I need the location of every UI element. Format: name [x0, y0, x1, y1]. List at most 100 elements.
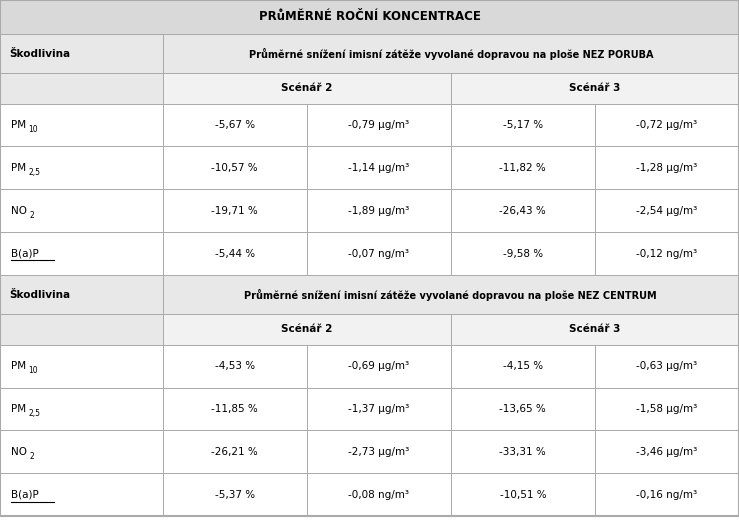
Text: NO: NO — [11, 206, 27, 216]
Bar — [163, 275, 739, 314]
Bar — [163, 189, 307, 232]
Bar — [451, 146, 595, 189]
Bar — [451, 345, 595, 388]
Text: -1,37 μg/m³: -1,37 μg/m³ — [348, 404, 409, 414]
Bar — [0, 146, 163, 189]
Text: -11,85 %: -11,85 % — [211, 404, 258, 414]
Bar — [595, 473, 739, 516]
Text: 2,5: 2,5 — [28, 168, 40, 177]
Text: -1,89 μg/m³: -1,89 μg/m³ — [348, 206, 409, 216]
Bar — [0, 345, 163, 388]
Bar — [0, 34, 163, 73]
Text: 10: 10 — [28, 366, 38, 376]
Bar — [595, 430, 739, 473]
Bar — [0, 473, 163, 516]
Text: -1,28 μg/m³: -1,28 μg/m³ — [636, 163, 698, 173]
Text: NO: NO — [11, 447, 27, 457]
Bar — [451, 73, 739, 104]
Text: -2,54 μg/m³: -2,54 μg/m³ — [636, 206, 698, 216]
Bar — [0, 388, 163, 430]
Bar — [163, 73, 451, 104]
Text: -10,57 %: -10,57 % — [211, 163, 258, 173]
Bar — [451, 104, 595, 146]
Bar — [307, 104, 451, 146]
Bar — [0, 189, 163, 232]
Text: 2: 2 — [30, 211, 34, 220]
Bar — [0, 232, 163, 275]
Bar — [451, 430, 595, 473]
Text: Scénář 3: Scénář 3 — [569, 324, 621, 335]
Bar — [163, 345, 307, 388]
Bar — [163, 314, 451, 345]
Text: PM: PM — [11, 361, 26, 371]
Text: 2,5: 2,5 — [28, 409, 40, 418]
Text: -11,82 %: -11,82 % — [500, 163, 546, 173]
Bar — [0, 275, 163, 314]
Text: -0,79 μg/m³: -0,79 μg/m³ — [348, 120, 409, 130]
Text: -0,12 ng/m³: -0,12 ng/m³ — [636, 248, 698, 259]
Text: -0,63 μg/m³: -0,63 μg/m³ — [636, 361, 698, 371]
Bar — [307, 232, 451, 275]
Bar — [307, 388, 451, 430]
Bar — [163, 232, 307, 275]
Text: -26,21 %: -26,21 % — [211, 447, 258, 457]
Text: -0,07 ng/m³: -0,07 ng/m³ — [348, 248, 409, 259]
Bar — [0, 104, 163, 146]
Bar — [0, 430, 163, 473]
Text: Škodlivina: Škodlivina — [10, 49, 71, 59]
Text: -5,17 %: -5,17 % — [503, 120, 543, 130]
Text: -26,43 %: -26,43 % — [500, 206, 546, 216]
Bar — [0, 314, 163, 345]
Text: 10: 10 — [28, 125, 38, 134]
Text: -5,67 %: -5,67 % — [214, 120, 255, 130]
Text: -0,69 μg/m³: -0,69 μg/m³ — [348, 361, 409, 371]
Bar — [163, 146, 307, 189]
Bar — [451, 473, 595, 516]
Bar — [163, 388, 307, 430]
Text: -13,65 %: -13,65 % — [500, 404, 546, 414]
Text: -1,14 μg/m³: -1,14 μg/m³ — [348, 163, 409, 173]
Text: -0,16 ng/m³: -0,16 ng/m³ — [636, 490, 698, 500]
Bar — [163, 104, 307, 146]
Bar — [595, 232, 739, 275]
Bar — [595, 388, 739, 430]
Bar — [595, 189, 739, 232]
Text: -4,53 %: -4,53 % — [214, 361, 255, 371]
Text: -10,51 %: -10,51 % — [500, 490, 546, 500]
Bar — [307, 146, 451, 189]
Text: Škodlivina: Škodlivina — [10, 290, 71, 300]
Text: -19,71 %: -19,71 % — [211, 206, 258, 216]
Text: Scénář 2: Scénář 2 — [281, 83, 333, 94]
Text: -0,08 ng/m³: -0,08 ng/m³ — [348, 490, 409, 500]
Bar — [451, 388, 595, 430]
Text: B(a)P: B(a)P — [11, 248, 39, 259]
Bar — [307, 189, 451, 232]
Text: -33,31 %: -33,31 % — [500, 447, 546, 457]
Bar — [163, 473, 307, 516]
Text: -3,46 μg/m³: -3,46 μg/m³ — [636, 447, 698, 457]
Text: -4,15 %: -4,15 % — [503, 361, 543, 371]
Text: -2,73 μg/m³: -2,73 μg/m³ — [348, 447, 409, 457]
Text: -0,72 μg/m³: -0,72 μg/m³ — [636, 120, 698, 130]
Bar — [163, 430, 307, 473]
Bar — [163, 34, 739, 73]
Text: PM: PM — [11, 404, 26, 414]
Text: Průměrné snížení imisní zátěže vyvolané dopravou na ploše NEZ PORUBA: Průměrné snížení imisní zátěže vyvolané … — [248, 48, 653, 60]
Text: Scénář 3: Scénář 3 — [569, 83, 621, 94]
Bar — [307, 430, 451, 473]
Text: 2: 2 — [30, 452, 34, 461]
Bar — [595, 146, 739, 189]
Bar — [451, 314, 739, 345]
Text: -1,58 μg/m³: -1,58 μg/m³ — [636, 404, 698, 414]
Text: -5,44 %: -5,44 % — [214, 248, 255, 259]
Bar — [595, 345, 739, 388]
Text: Scénář 2: Scénář 2 — [281, 324, 333, 335]
Text: Průměrné snížení imisní zátěže vyvolané dopravou na ploše NEZ CENTRUM: Průměrné snížení imisní zátěže vyvolané … — [245, 289, 657, 301]
Text: PM: PM — [11, 120, 26, 130]
Text: -9,58 %: -9,58 % — [503, 248, 543, 259]
Text: PM: PM — [11, 163, 26, 173]
Bar — [307, 473, 451, 516]
Text: PRůMĚRNÉ ROČNÍ KONCENTRACE: PRůMĚRNÉ ROČNÍ KONCENTRACE — [259, 10, 480, 24]
Bar — [0, 0, 739, 34]
Bar — [595, 104, 739, 146]
